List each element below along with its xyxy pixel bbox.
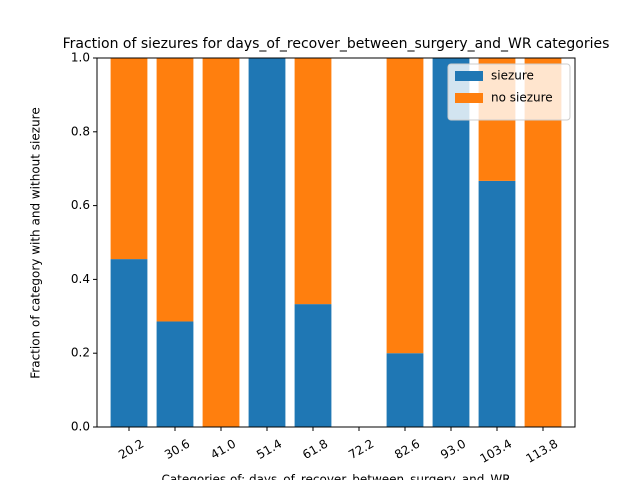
x-tick-label: 51.4 [254,437,284,462]
y-tick-label: 0.0 [71,420,90,434]
bar [156,58,194,322]
y-tick-label: 1.0 [71,51,90,65]
bar [386,58,424,354]
y-tick-label: 0.8 [71,124,90,138]
bar [156,321,194,427]
x-tick-label: 41.0 [208,437,238,462]
x-tick-label: 61.8 [300,437,330,462]
bar [294,58,332,305]
bar [294,304,332,427]
x-tick-label: 113.8 [523,437,560,466]
legend-swatch [455,93,483,103]
bar [478,180,516,427]
x-tick-label: 103.4 [477,437,514,466]
x-tick-label: 82.6 [392,437,422,462]
y-tick-label: 0.4 [71,272,90,286]
legend-swatch [455,71,483,81]
bar [386,353,424,427]
y-tick-label: 0.6 [71,198,90,212]
x-tick-label: 30.6 [162,437,192,462]
bar [110,259,148,427]
bar [110,58,148,260]
chart-title: Fraction of siezures for days_of_recover… [63,36,610,52]
x-tick-label: 93.0 [438,437,468,462]
x-tick-label: 72.2 [346,437,376,462]
legend-label: no siezure [491,91,553,105]
x-tick-label: 20.2 [116,437,146,462]
bar [202,58,240,427]
y-axis-label: Fraction of category with and without si… [29,107,43,378]
x-axis-label: Categories of: days_of_recover_between_s… [161,473,510,480]
y-tick-label: 0.2 [71,346,90,360]
bar [248,58,286,427]
legend-label: siezure [491,69,534,83]
axes-frame [96,57,576,428]
